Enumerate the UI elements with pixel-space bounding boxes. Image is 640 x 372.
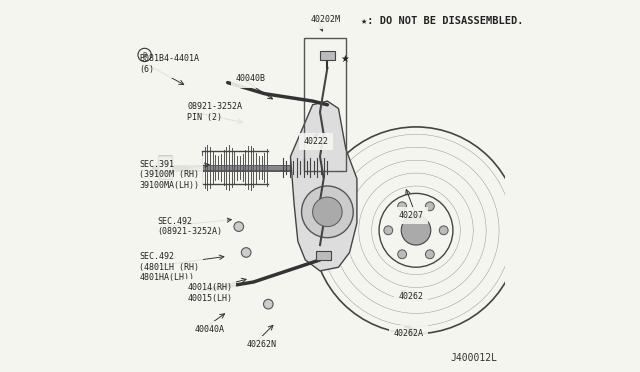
Circle shape xyxy=(439,226,448,235)
Text: 40040A: 40040A xyxy=(195,326,225,334)
Circle shape xyxy=(397,202,406,211)
Text: 40207: 40207 xyxy=(398,211,424,220)
Text: 40202M: 40202M xyxy=(311,15,340,24)
Text: B081B4-4401A
(6): B081B4-4401A (6) xyxy=(139,54,199,74)
Text: J400012L: J400012L xyxy=(450,353,497,363)
FancyBboxPatch shape xyxy=(316,251,331,260)
Text: SEC.391
(39100M (RH)
39100MA(LH)): SEC.391 (39100M (RH) 39100MA(LH)) xyxy=(139,160,199,190)
Circle shape xyxy=(426,250,435,259)
Text: 40040B: 40040B xyxy=(235,74,265,83)
Text: 08921-3252A
PIN (2): 08921-3252A PIN (2) xyxy=(187,102,242,122)
FancyBboxPatch shape xyxy=(157,157,172,179)
Text: 40222: 40222 xyxy=(303,137,328,146)
FancyBboxPatch shape xyxy=(320,51,335,61)
Circle shape xyxy=(397,250,406,259)
Circle shape xyxy=(312,197,342,227)
Polygon shape xyxy=(291,101,357,271)
Text: 40262: 40262 xyxy=(398,292,424,301)
Circle shape xyxy=(384,226,393,235)
Text: 40262N: 40262N xyxy=(246,340,276,349)
Circle shape xyxy=(401,215,431,245)
Circle shape xyxy=(301,186,353,238)
Text: B: B xyxy=(143,52,147,58)
Text: ★: ★ xyxy=(340,54,349,64)
Text: SEC.492
(4801LH (RH)
4801HA(LH)): SEC.492 (4801LH (RH) 4801HA(LH)) xyxy=(139,252,199,282)
Text: ★: DO NOT BE DISASSEMBLED.: ★: DO NOT BE DISASSEMBLED. xyxy=(360,16,523,26)
Circle shape xyxy=(241,248,251,257)
Circle shape xyxy=(234,222,244,231)
Text: 40262A: 40262A xyxy=(394,329,424,338)
Circle shape xyxy=(264,299,273,309)
Text: 40014(RH)
40015(LH): 40014(RH) 40015(LH) xyxy=(187,283,232,303)
Circle shape xyxy=(426,202,435,211)
Text: SEC.492
(08921-3252A): SEC.492 (08921-3252A) xyxy=(157,217,223,236)
